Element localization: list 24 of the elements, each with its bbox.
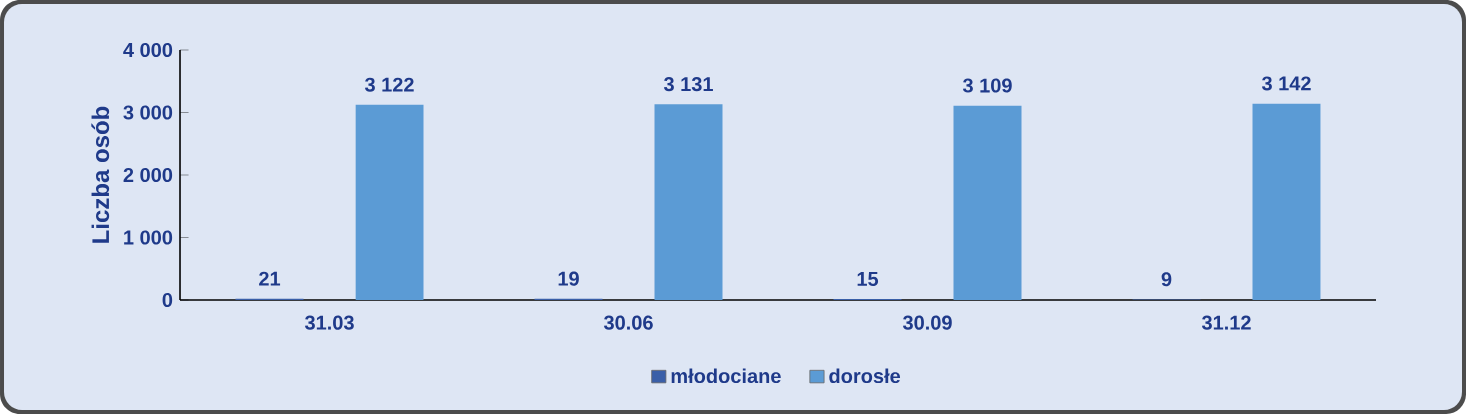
data-label: 21 <box>259 271 281 286</box>
bar <box>953 105 1022 300</box>
data-label: 9 <box>1161 272 1172 287</box>
legend-label: dorosłe <box>829 368 901 384</box>
y-tick-label: 4 000 <box>123 42 173 58</box>
data-label: 3 131 <box>663 77 713 92</box>
x-tick-label: 30.06 <box>603 315 653 330</box>
y-axis-title: Liczba osób <box>91 106 110 243</box>
bar <box>654 104 723 300</box>
y-tick-label: 3 000 <box>123 105 173 120</box>
data-label: 15 <box>857 272 879 286</box>
bar <box>355 104 424 300</box>
y-tick-label: 1 000 <box>124 230 173 245</box>
y-tick-label: 2 000 <box>123 167 173 183</box>
x-tick-label: 31.03 <box>304 315 354 330</box>
x-tick-label: 31.12 <box>1201 315 1251 330</box>
y-tick-label: 0 <box>162 292 173 308</box>
data-label: 3 142 <box>1261 76 1311 91</box>
bar <box>1252 103 1321 300</box>
legend-label: młodociane <box>671 368 781 384</box>
data-label: 3 109 <box>962 78 1012 93</box>
data-label: 3 122 <box>364 77 414 92</box>
data-label: 19 <box>558 271 579 286</box>
x-tick-label: 30.09 <box>902 315 952 330</box>
